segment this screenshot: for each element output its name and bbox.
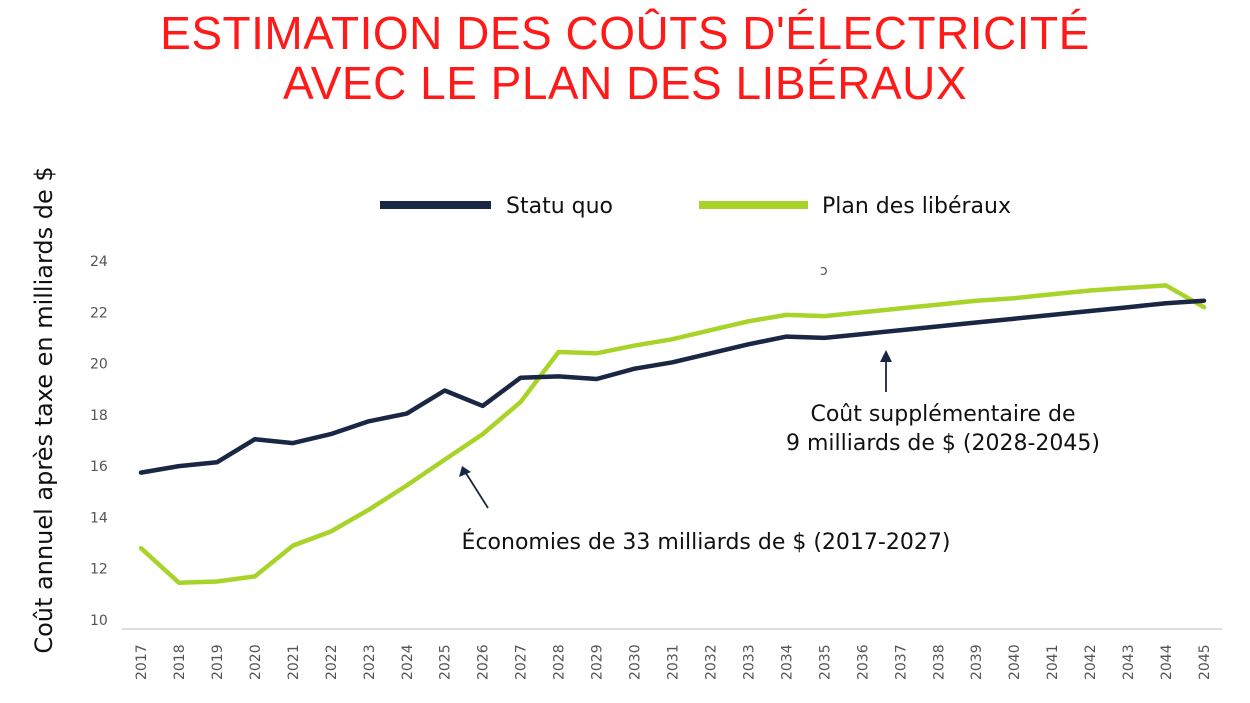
annotation-savings-arrowhead	[459, 466, 471, 477]
x-tick-label: 2042	[1083, 644, 1099, 680]
y-tick-label: 20	[90, 357, 108, 373]
x-tick-label: 2019	[210, 644, 226, 680]
x-tick-label: 2035	[817, 644, 833, 680]
x-tick-label: 2032	[703, 644, 719, 680]
x-tick-label: 2038	[931, 644, 947, 680]
x-tick-label: 2029	[590, 644, 606, 680]
annotation-cost-line-1: Coût supplémentaire de	[810, 402, 1075, 427]
annotation-savings: Économies de 33 milliards de $ (2017-202…	[462, 529, 951, 555]
x-tick-label: 2020	[248, 644, 264, 680]
x-tick-label: 2040	[1007, 644, 1023, 680]
x-tick-label: 2030	[628, 644, 644, 680]
y-tick-label: 24	[90, 254, 108, 270]
chart-title-line-2: AVEC LE PLAN DES LIBÉRAUX	[282, 57, 967, 109]
legend-label-statu-quo: Statu quo	[506, 194, 613, 219]
annotation-savings-arrow	[463, 469, 489, 509]
x-tick-label: 2043	[1121, 644, 1137, 680]
x-tick-label: 2018	[172, 644, 188, 680]
x-tick-label: 2039	[969, 644, 985, 680]
x-tick-label: 2023	[362, 644, 378, 680]
x-tick-label: 2045	[1197, 644, 1213, 680]
series-group	[138, 283, 1207, 586]
stray-mark: ↄ	[820, 263, 828, 279]
x-tick-label: 2025	[438, 644, 454, 680]
x-tick-label: 2033	[741, 644, 757, 680]
y-tick-label: 22	[90, 305, 108, 321]
x-tick-label: 2044	[1159, 644, 1175, 680]
x-tick-label: 2027	[514, 644, 530, 680]
y-tick-label: 12	[90, 562, 108, 578]
series-line-statu-quo	[138, 298, 1207, 475]
y-tick-label: 14	[90, 510, 108, 526]
x-tick-label: 2031	[666, 644, 682, 680]
legend: Statu quo Plan des libéraux	[380, 194, 1011, 219]
chart-title: ESTIMATION DES COÛTS D'ÉLECTRICITÉ AVEC …	[0, 8, 1250, 108]
y-tick-label: 18	[90, 408, 108, 424]
series-line-plan	[138, 283, 1207, 586]
x-tick-label: 2026	[476, 644, 492, 680]
legend-label-plan: Plan des libéraux	[822, 194, 1011, 219]
x-tick-label: 2024	[400, 644, 416, 680]
x-tick-label: 2041	[1045, 644, 1061, 680]
x-tick-label: 2036	[855, 644, 871, 680]
annotation-cost-arrowhead	[880, 350, 892, 362]
annotations: Coût supplémentaire de 9 milliards de $ …	[459, 350, 1100, 555]
x-tick-label: 2037	[893, 644, 909, 680]
y-tick-label: 16	[90, 459, 108, 475]
chart-title-line-1: ESTIMATION DES COÛTS D'ÉLECTRICITÉ	[160, 7, 1090, 59]
x-tick-label: 2017	[134, 644, 150, 680]
x-tick-label: 2034	[779, 644, 795, 680]
y-tick-label: 10	[90, 613, 108, 629]
x-tick-label: 2028	[552, 644, 568, 680]
x-tick-label: 2021	[286, 644, 302, 680]
x-tick-label: 2022	[324, 644, 340, 680]
annotation-cost-line-2: 9 milliards de $ (2028-2045)	[786, 431, 1100, 456]
